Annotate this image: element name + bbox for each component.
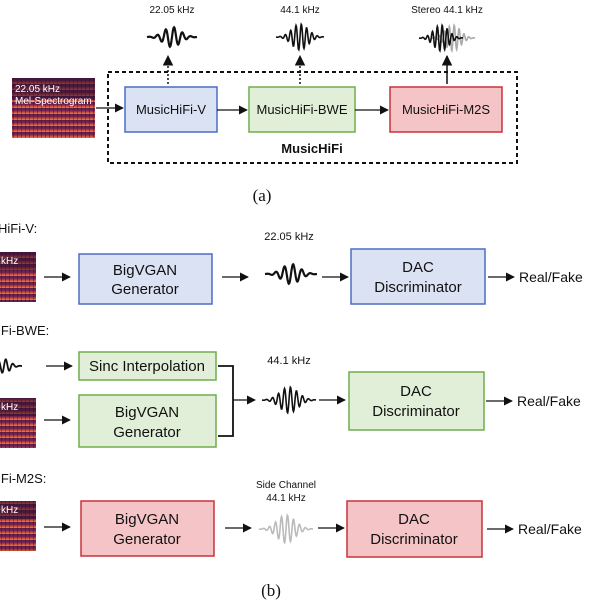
bwe-sinc-box: [78, 351, 217, 381]
v-spectrogram-image: [0, 252, 36, 302]
input-spectrogram-image: [12, 78, 95, 138]
bwe-disc-label-1: DAC: [400, 383, 432, 400]
waveform-22k-icon: [146, 25, 198, 49]
stage-label-m2s: MusicHiFi-M2S: [402, 102, 490, 117]
bwe-rate-label: 44.1 kHz: [267, 355, 310, 367]
section-title-v: HiFi-V:: [0, 221, 37, 236]
bwe-join-bracket: [218, 365, 234, 437]
stage-label-bwe: MusicHiFi-BWE: [257, 102, 348, 117]
bwe-waveform-icon: [261, 385, 317, 415]
waveform-stereo-left-icon: [418, 23, 464, 53]
bwe-sinc-label: Sinc Interpolation: [89, 358, 205, 375]
stage-box-m2s: [389, 86, 503, 133]
output-label-m2s: Stereo 44.1 kHz: [411, 5, 483, 16]
waveform-44k-icon: [275, 22, 325, 52]
v-gen-label-2: Generator: [111, 281, 179, 298]
m2s-discriminator-box: [346, 500, 483, 558]
v-waveform-icon: [264, 262, 318, 286]
v-disc-label-2: Discriminator: [374, 279, 462, 296]
m2s-disc-label-2: Discriminator: [370, 531, 458, 548]
v-gen-label-1: BigVGAN: [113, 262, 177, 279]
musichifi-group-label: MusicHiFi: [281, 141, 342, 156]
caption-a: (a): [253, 186, 272, 205]
bwe-gen-label-2: Generator: [113, 424, 181, 441]
m2s-spec-label: kHz: [1, 505, 18, 516]
v-disc-label-1: DAC: [402, 259, 434, 276]
output-label-bwe: 44.1 kHz: [280, 5, 319, 16]
m2s-rate-label-1: Side Channel: [256, 480, 316, 491]
v-rate-label: 22.05 kHz: [264, 231, 314, 243]
m2s-rate-label-2: 44.1 kHz: [266, 493, 305, 504]
stage-label-v: MusicHiFi-V: [136, 102, 206, 117]
stage-box-v: [124, 86, 218, 133]
bwe-input-waveform-icon: [0, 358, 23, 374]
bwe-output-label: Real/Fake: [517, 393, 581, 409]
m2s-gen-label-1: BigVGAN: [115, 511, 179, 528]
m2s-side-waveform-icon: [258, 513, 314, 545]
m2s-disc-label-1: DAC: [398, 511, 430, 528]
bwe-spec-label: kHz: [1, 402, 18, 413]
m2s-spectrogram-image: [0, 501, 36, 551]
v-output-label: Real/Fake: [519, 269, 583, 285]
section-title-m2s: iFi-M2S:: [0, 471, 46, 486]
section-title-bwe: iFi-BWE:: [0, 323, 49, 338]
m2s-output-label: Real/Fake: [518, 521, 582, 537]
m2s-generator-box: [80, 500, 215, 557]
bwe-gen-label-1: BigVGAN: [115, 404, 179, 421]
musichifi-group-box: [107, 71, 518, 164]
input-type-label: Mel-Spectrogram: [15, 96, 92, 107]
bwe-disc-label-2: Discriminator: [372, 403, 460, 420]
bwe-generator-box: [78, 394, 217, 448]
bwe-discriminator-box: [348, 371, 485, 431]
output-label-v: 22.05 kHz: [149, 5, 194, 16]
bwe-spectrogram-image: [0, 398, 36, 448]
v-spec-label: kHz: [1, 256, 18, 267]
m2s-gen-label-2: Generator: [113, 531, 181, 548]
input-rate-label: 22.05 kHz: [15, 84, 60, 95]
caption-b: (b): [261, 581, 281, 600]
v-generator-box: [78, 253, 213, 305]
v-discriminator-box: [350, 248, 486, 305]
